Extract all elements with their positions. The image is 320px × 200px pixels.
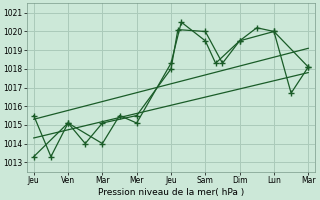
X-axis label: Pression niveau de la mer( hPa ): Pression niveau de la mer( hPa ): [98, 188, 244, 197]
